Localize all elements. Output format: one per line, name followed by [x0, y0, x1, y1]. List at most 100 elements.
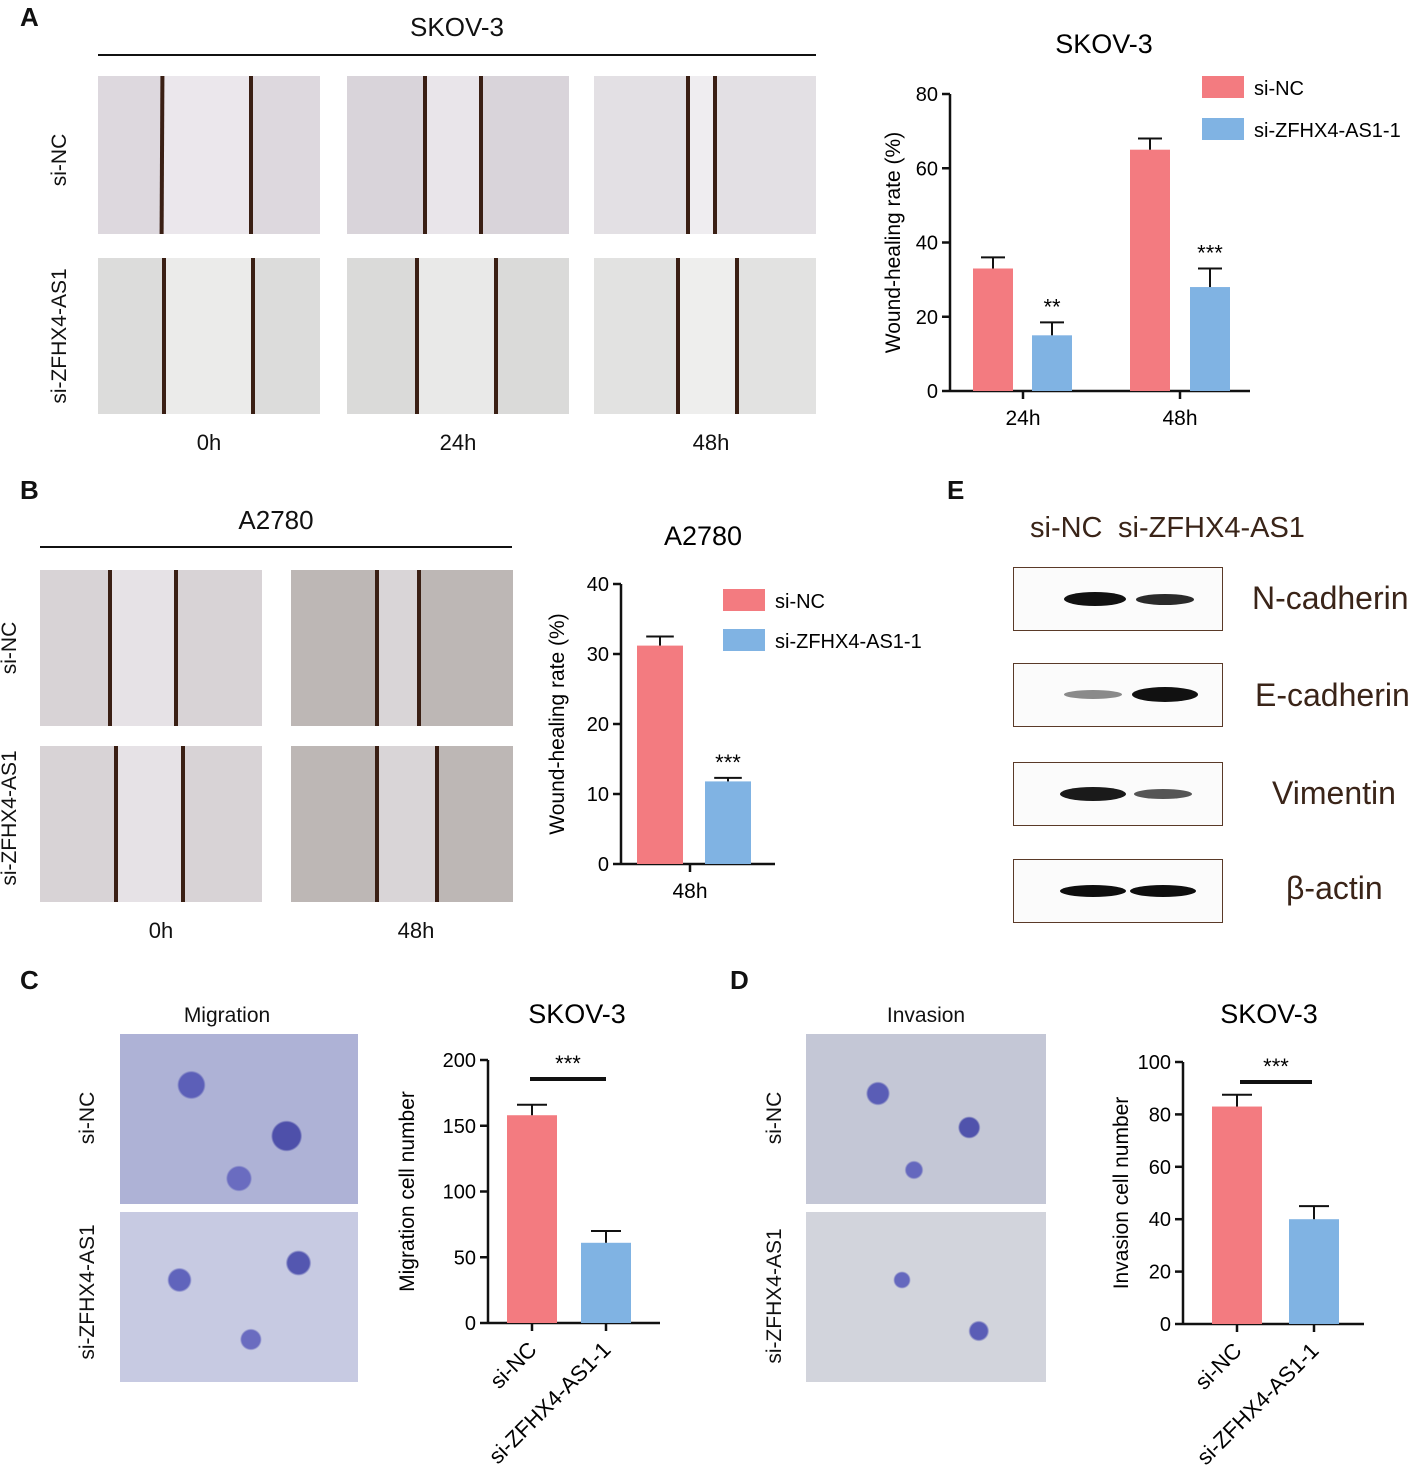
chart-d-svg: SKOV-3 0 20 40 60 80 100 Invasion cell number si…: [1110, 999, 1364, 1470]
panel-b-time-0h: 0h: [148, 918, 174, 943]
significance-label: ***: [715, 750, 741, 775]
y-axis-label: Invasion cell number: [1110, 1097, 1133, 1290]
wb-label-vimentin: Vimentin: [1272, 775, 1396, 811]
panel-c-header: Migration: [183, 1004, 271, 1027]
y-tick-label: 10: [587, 784, 609, 806]
y-tick-label: 30: [587, 644, 609, 666]
chart-b-svg: A2780 0 10 20 30 40 Wound-healing rate (%) 48h *…: [546, 521, 922, 903]
chart-title: SKOV-3: [1220, 999, 1318, 1029]
bar: [973, 268, 1013, 391]
micrograph-b-nc-0h: [40, 570, 262, 726]
micrograph-b-si-0h: [40, 746, 262, 902]
panel-c-row-label-si: si-ZFHX4-AS1: [76, 1224, 99, 1360]
bar: [1130, 149, 1170, 391]
bar: [1190, 287, 1230, 391]
y-tick-label: 0: [1160, 1314, 1171, 1336]
panel-a-row-label-si: si-ZFHX4-AS1: [48, 268, 71, 404]
panel-d-row-label-nc: si-NC: [763, 1091, 786, 1145]
bar: [1032, 335, 1072, 391]
panel-d-row-label-si: si-ZFHX4-AS1: [763, 1228, 786, 1364]
panel-label-b: B: [20, 475, 39, 505]
bar: [581, 1242, 631, 1323]
wb-label-n-cadherin: N-cadherin: [1252, 580, 1409, 616]
wb-blot-n-cadherin: [1013, 567, 1223, 631]
legend-swatch: [1202, 118, 1244, 140]
y-axis-label: Wound-healing rate (%): [882, 132, 905, 353]
panel-a-row-label-nc: si-NC: [48, 133, 71, 187]
y-axis-label: Wound-healing rate (%): [546, 613, 569, 834]
y-tick-label: 0: [465, 1313, 476, 1335]
y-tick-label: 60: [916, 158, 938, 180]
y-tick-label: 60: [1149, 1157, 1171, 1179]
y-tick-label: 0: [927, 381, 938, 403]
y-axis-label: Migration cell number: [396, 1091, 419, 1292]
panel-a-time-48h: 48h: [692, 430, 730, 455]
wb-col-label-nc: si-NC: [1030, 512, 1103, 544]
x-tick-label: si-NC: [485, 1337, 542, 1394]
legend-swatch: [1202, 76, 1244, 98]
panel-a-title-rule: [98, 54, 816, 56]
panel-b-time-48h: 48h: [397, 918, 435, 943]
y-tick-label: 0: [598, 854, 609, 876]
legend-swatch: [723, 629, 765, 651]
y-tick-label: 40: [1149, 1209, 1171, 1231]
y-tick-label: 20: [587, 714, 609, 736]
panel-a-time-0h: 0h: [196, 430, 222, 455]
x-tick-label: 24h: [1005, 407, 1040, 430]
bar: [637, 645, 683, 864]
wb-col-label-si: si-ZFHX4-AS1: [1118, 512, 1305, 544]
y-tick-label: 40: [916, 233, 938, 255]
panel-b-row-label-si: si-ZFHX4-AS1: [0, 750, 21, 886]
wb-blot-e-cadherin: [1013, 663, 1223, 727]
transwell-invasion-nc: [806, 1034, 1046, 1204]
micrograph-b-si-48h: [291, 746, 513, 902]
panel-b-cell-title: A2780: [238, 505, 314, 535]
y-tick-label: 20: [1149, 1262, 1171, 1284]
chart-title: SKOV-3: [1055, 29, 1153, 59]
legend-label: si-ZFHX4-AS1-1: [775, 631, 922, 653]
transwell-migration-si: [120, 1212, 358, 1382]
panel-label-e: E: [947, 475, 965, 505]
x-tick-label: si-NC: [1190, 1338, 1247, 1395]
y-tick-label: 200: [443, 1050, 476, 1072]
wb-band: [1060, 885, 1126, 897]
wb-band: [1132, 687, 1198, 702]
panel-label-d: D: [730, 965, 749, 995]
wb-label-e-cadherin: E-cadherin: [1255, 677, 1410, 713]
panel-label-a: A: [20, 2, 39, 32]
chart-title: A2780: [664, 521, 742, 551]
transwell-invasion-si: [806, 1212, 1046, 1382]
y-tick-label: 150: [443, 1116, 476, 1138]
wb-band: [1060, 787, 1126, 801]
x-tick-label: 48h: [1162, 407, 1197, 430]
y-tick-label: 40: [587, 574, 609, 596]
legend-swatch: [723, 589, 765, 611]
micrograph-a-nc-0h: [98, 76, 320, 234]
panel-label-c: C: [20, 965, 39, 995]
bar: [1289, 1219, 1339, 1324]
significance-label: ***: [1197, 240, 1223, 265]
y-tick-label: 100: [1138, 1052, 1171, 1074]
significance-label: **: [1043, 294, 1061, 319]
y-tick-label: 50: [454, 1247, 476, 1269]
wb-band: [1136, 594, 1194, 605]
panel-a-time-24h: 24h: [439, 430, 477, 455]
chart-c-svg: SKOV-3 0 50 100 150 200 Migration cell number s…: [396, 999, 660, 1469]
y-tick-label: 20: [916, 307, 938, 329]
wb-band: [1064, 690, 1122, 699]
panel-b-title-rule: [40, 546, 512, 548]
wb-band: [1064, 592, 1126, 606]
legend-label: si-NC: [775, 591, 825, 613]
chart-title: SKOV-3: [528, 999, 626, 1029]
wb-blot-vimentin: [1013, 762, 1223, 826]
micrograph-a-nc-48h: [594, 76, 816, 234]
panel-c-row-label-nc: si-NC: [76, 1091, 99, 1145]
panel-d-header: Invasion: [886, 1004, 966, 1027]
wb-band: [1130, 885, 1196, 897]
transwell-migration-nc: [120, 1034, 358, 1204]
legend-label: si-ZFHX4-AS1-1: [1254, 120, 1401, 142]
wb-blot-beta-actin: [1013, 859, 1223, 923]
y-tick-label: 100: [443, 1182, 476, 1204]
x-tick-label: 48h: [672, 880, 707, 903]
bar: [1212, 1106, 1262, 1324]
